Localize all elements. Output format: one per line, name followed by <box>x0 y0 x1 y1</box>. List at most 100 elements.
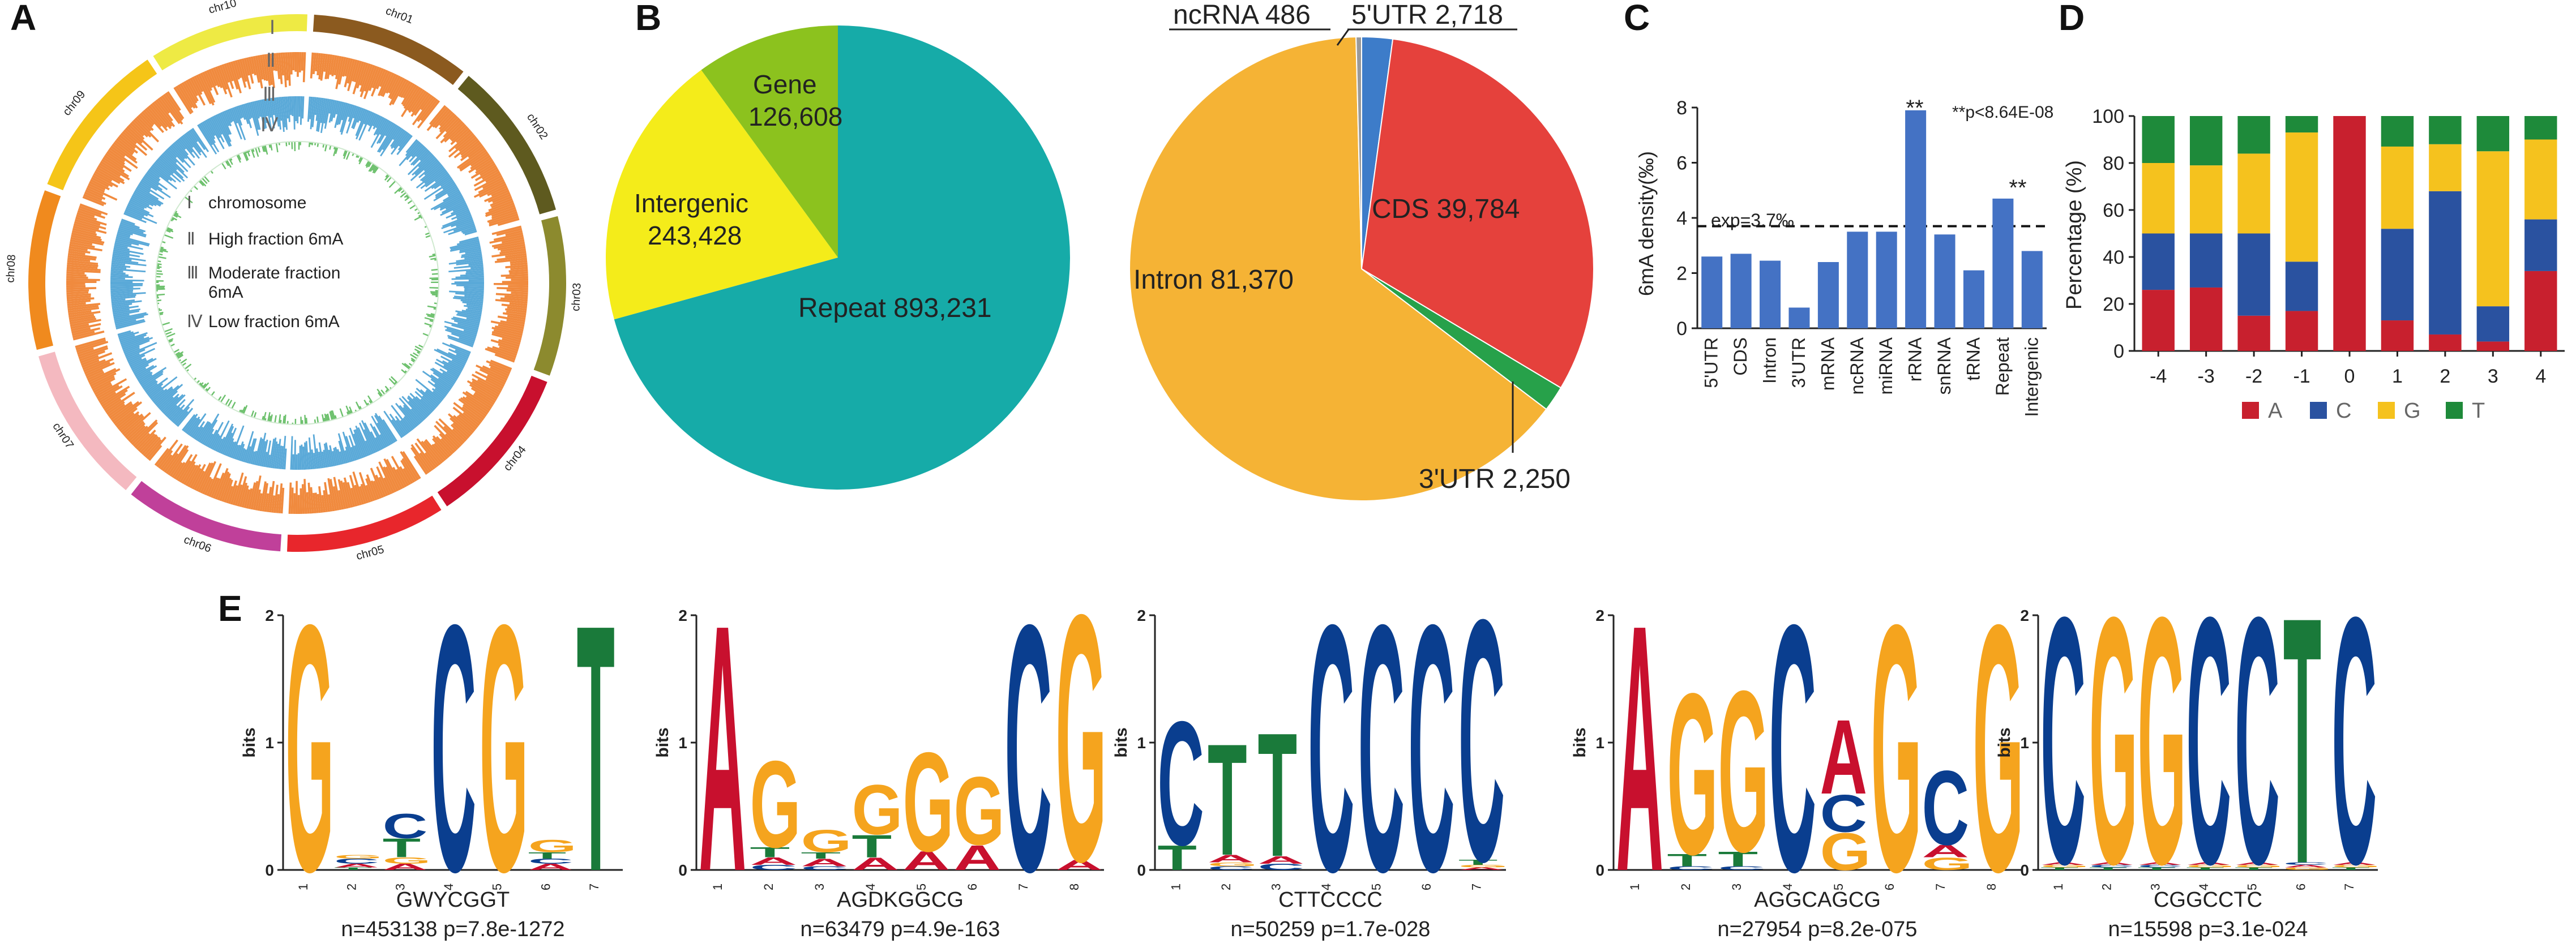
high-fraction-bar <box>115 412 135 428</box>
low-fraction-bar <box>180 358 187 364</box>
moderate-fraction-bar <box>442 372 457 382</box>
moderate-fraction-bar <box>250 451 255 465</box>
high-fraction-bar <box>487 211 517 223</box>
moderate-fraction-bar <box>116 234 150 245</box>
moderate-fraction-bar <box>239 105 246 120</box>
logo-y-tick-label: 1 <box>678 734 687 752</box>
high-fraction-bar <box>66 285 86 288</box>
moderate-fraction-bar <box>461 251 482 256</box>
low-fraction-bar <box>377 392 382 397</box>
barc-x-tick-label: CDS <box>1730 337 1751 376</box>
low-fraction-bar <box>165 331 172 336</box>
moderate-fraction-bar <box>246 102 253 118</box>
high-fraction-bar <box>185 79 199 102</box>
moderate-fraction-bar <box>348 104 353 118</box>
low-fraction-bar <box>267 412 271 422</box>
bard-y-tick-label: 20 <box>2103 294 2124 315</box>
high-fraction-bar <box>76 212 97 221</box>
high-fraction-bar <box>67 260 99 265</box>
moderate-fraction-bar <box>465 272 484 275</box>
moderate-fraction-bar <box>125 209 157 224</box>
low-fraction-bar <box>372 165 377 171</box>
high-fraction-bar <box>108 149 126 162</box>
moderate-fraction-bar <box>136 186 159 200</box>
high-fraction-bar <box>476 364 508 381</box>
high-fraction-bar <box>191 464 206 490</box>
moderate-fraction-bar <box>292 454 294 470</box>
logo-letter-A: A <box>2235 861 2280 865</box>
high-fraction-bar <box>85 369 104 379</box>
high-fraction-bar <box>370 468 384 498</box>
low-fraction-bar <box>418 344 424 348</box>
moderate-fraction-bar <box>113 249 130 254</box>
high-fraction-bar <box>487 346 517 358</box>
moderate-fraction-bar <box>110 288 140 291</box>
moderate-fraction-bar <box>278 445 283 469</box>
high-fraction-bar <box>253 55 260 83</box>
moderate-fraction-bar <box>151 389 164 401</box>
logo-position-label: 4 <box>1319 884 1333 890</box>
low-fraction-bar <box>430 258 437 260</box>
moderate-fraction-bar <box>311 97 316 127</box>
high-fraction-bar <box>80 355 99 364</box>
moderate-fraction-bar <box>190 128 206 151</box>
low-fraction-bar <box>322 144 325 148</box>
high-fraction-bar <box>408 89 425 113</box>
low-fraction-bar <box>329 411 333 421</box>
high-fraction-bar <box>126 422 146 440</box>
high-fraction-bar <box>330 479 337 511</box>
high-fraction-bar <box>366 474 378 501</box>
barc-x-tick-label: snRNA <box>1934 337 1954 394</box>
track-numeral-1: Ⅰ <box>269 17 275 38</box>
moderate-fraction-bar <box>144 380 158 392</box>
low-fraction-bar <box>390 376 398 384</box>
chromosome-arc-chr01 <box>313 14 464 85</box>
moderate-fraction-bar <box>342 431 353 462</box>
moderate-fraction-bar <box>457 322 479 330</box>
moderate-fraction-bar <box>468 262 483 266</box>
logo-position-label: 6 <box>1419 884 1434 890</box>
logo-letter-C: C <box>383 806 428 846</box>
logo-letter-C: C <box>2332 567 2377 937</box>
bard-segment-t <box>2142 116 2175 163</box>
moderate-fraction-bar <box>254 437 262 465</box>
moderate-fraction-bar <box>252 101 261 130</box>
moderate-fraction-bar <box>397 134 412 151</box>
low-fraction-bar <box>370 164 376 172</box>
high-fraction-bar <box>498 343 519 352</box>
moderate-fraction-bar <box>367 113 378 132</box>
high-fraction-bar <box>153 100 176 127</box>
high-fraction-bar <box>115 138 135 154</box>
moderate-fraction-bar <box>121 220 140 229</box>
moderate-fraction-bar <box>297 96 299 123</box>
moderate-fraction-bar <box>355 425 369 456</box>
moderate-fraction-bar <box>219 113 230 135</box>
bard-segment-c <box>2189 233 2223 288</box>
legend-numeral-2: Ⅱ <box>187 230 195 248</box>
low-fraction-bar <box>255 147 259 157</box>
circos-legend: Ⅰ chromosome Ⅱ High fraction 6mA Ⅲ Moder… <box>187 194 343 331</box>
high-fraction-bar <box>360 64 373 97</box>
low-fraction-bar <box>164 328 173 333</box>
moderate-fraction-bar <box>129 199 147 209</box>
low-fraction-bar <box>404 194 409 198</box>
bard-segment-a <box>2524 271 2557 351</box>
moderate-fraction-bar <box>132 194 154 207</box>
low-fraction-bar <box>244 151 249 161</box>
low-fraction-bar <box>250 149 255 158</box>
low-fraction-bar <box>199 382 204 387</box>
logo-letter-A: A <box>2332 861 2377 865</box>
high-fraction-bar <box>479 183 507 198</box>
moderate-fraction-bar <box>382 419 397 442</box>
high-fraction-bar <box>164 453 179 473</box>
moderate-fraction-bar <box>335 101 341 115</box>
low-fraction-bar <box>156 265 162 268</box>
pie1-label-gene-value: 126,608 <box>748 102 842 131</box>
high-fraction-bar <box>434 109 452 128</box>
moderate-fraction-bar <box>197 124 217 155</box>
bard-legend-label: C <box>2336 399 2351 423</box>
moderate-fraction-bar <box>117 233 130 238</box>
moderate-fraction-bar <box>448 351 468 362</box>
high-fraction-bar <box>112 143 138 164</box>
low-fraction-bar <box>431 278 439 281</box>
